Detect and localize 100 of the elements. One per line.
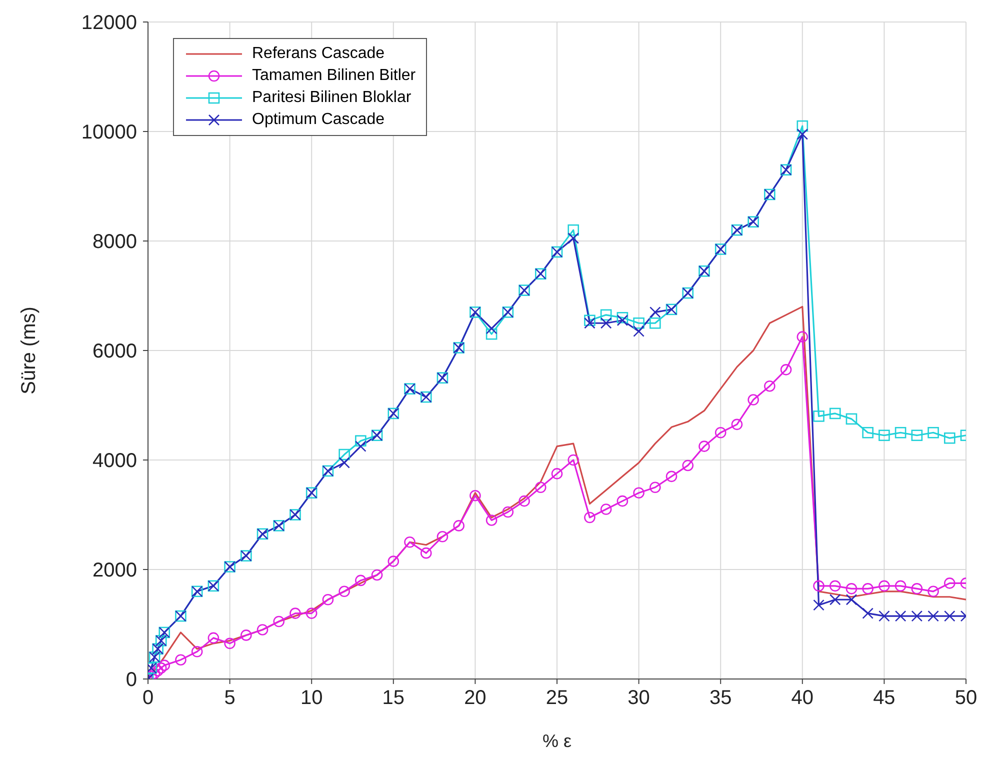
point	[152, 665, 164, 676]
legend-label: Referans Cascade	[252, 45, 385, 63]
point	[616, 312, 628, 324]
x-tick-label: 40	[791, 687, 814, 710]
point	[748, 394, 759, 406]
point	[158, 660, 170, 671]
point	[650, 482, 661, 494]
point	[846, 413, 858, 425]
point	[862, 608, 874, 619]
point	[928, 426, 939, 438]
point	[322, 594, 334, 606]
point	[148, 668, 160, 679]
point	[894, 426, 906, 438]
x-tick-label: 0	[142, 687, 154, 710]
point	[894, 580, 906, 592]
point	[714, 426, 726, 438]
point	[584, 512, 596, 524]
point	[650, 317, 661, 329]
point	[224, 638, 236, 650]
point	[371, 569, 383, 581]
x-tick-label: 15	[382, 687, 405, 710]
point	[829, 408, 841, 420]
point	[796, 120, 808, 132]
point	[633, 326, 644, 337]
point	[796, 128, 808, 140]
point	[928, 586, 939, 598]
point	[420, 547, 432, 559]
x-tick-label: 5	[224, 687, 236, 710]
point	[256, 624, 268, 636]
point	[878, 580, 890, 592]
legend-label: Tamamen Bilinen Bitler	[252, 67, 416, 85]
y-tick-label: 10000	[81, 122, 137, 144]
point	[682, 460, 694, 472]
point	[698, 440, 710, 452]
point	[551, 468, 563, 480]
x-tick-label: 20	[464, 687, 486, 710]
point	[338, 457, 350, 468]
point	[486, 322, 498, 334]
x-tick-label: 35	[709, 687, 732, 710]
point	[584, 317, 596, 329]
point	[568, 224, 580, 236]
point	[518, 495, 530, 507]
point	[878, 430, 890, 442]
point	[568, 454, 580, 466]
point	[486, 328, 498, 340]
point	[944, 432, 956, 444]
point	[764, 380, 776, 392]
point	[502, 506, 514, 518]
point	[796, 331, 808, 342]
point	[208, 632, 220, 644]
point	[600, 309, 612, 321]
point	[616, 495, 628, 507]
y-tick-label: 8000	[92, 231, 137, 254]
point	[191, 646, 203, 658]
point	[338, 586, 350, 598]
legend-label: Paritesi Bilinen Bloklar	[252, 89, 412, 107]
point	[780, 364, 792, 376]
point	[944, 578, 956, 589]
x-tick-label: 45	[873, 687, 896, 710]
x-axis-title: % ε	[542, 731, 572, 751]
point	[911, 430, 923, 442]
x-tick-label: 10	[300, 687, 323, 710]
point	[470, 490, 481, 502]
x-tick-label: 30	[628, 687, 650, 710]
point	[813, 410, 824, 422]
point	[436, 531, 448, 542]
point	[846, 583, 858, 594]
point	[600, 504, 612, 515]
point	[862, 426, 874, 438]
point	[928, 610, 939, 622]
y-tick-label: 0	[126, 669, 137, 692]
point	[650, 306, 661, 318]
point	[273, 616, 285, 628]
point	[600, 317, 612, 329]
point	[388, 556, 400, 567]
point	[731, 418, 743, 430]
point	[290, 608, 301, 619]
point	[829, 594, 841, 606]
point	[944, 610, 956, 622]
point	[175, 654, 186, 666]
point	[453, 520, 464, 532]
point	[155, 662, 167, 674]
x-tick-label: 25	[546, 687, 568, 710]
point	[534, 482, 546, 494]
y-tick-label: 4000	[92, 450, 137, 472]
point	[633, 317, 644, 329]
point	[486, 514, 498, 526]
point	[911, 610, 923, 622]
point	[355, 440, 366, 452]
point	[404, 536, 416, 548]
point	[894, 610, 906, 622]
point	[355, 435, 366, 446]
point	[846, 594, 858, 606]
point	[878, 610, 890, 622]
x-tick-label: 50	[954, 687, 978, 710]
y-tick-label: 6000	[92, 340, 137, 363]
point	[568, 232, 580, 244]
y-axis-title: Süre (ms)	[18, 306, 40, 394]
point	[911, 583, 923, 594]
point	[813, 580, 824, 592]
